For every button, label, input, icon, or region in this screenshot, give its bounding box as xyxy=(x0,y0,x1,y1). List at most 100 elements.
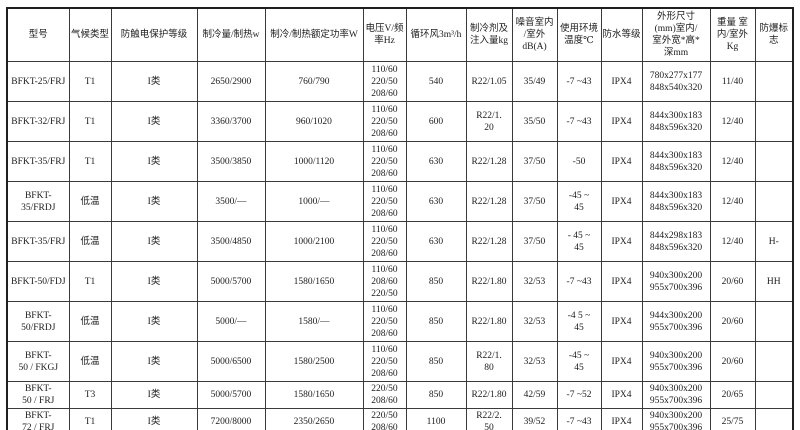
table-cell: 630 xyxy=(405,221,467,262)
table-cell: 110/60 220/50 208/60 xyxy=(362,301,407,342)
table-cell: 1000/2100 xyxy=(264,221,364,262)
table-cell: 2650/2900 xyxy=(196,61,266,102)
table-cell: R22/1.28 xyxy=(465,181,513,222)
header-dimensions: 外形尺寸 (mm)室内/ 室外宽*高* 深mm xyxy=(641,7,711,62)
table-cell: 1100 xyxy=(405,408,467,430)
table-cell: 110/60 208/60 220/50 xyxy=(362,261,407,302)
table-cell xyxy=(754,141,794,182)
table-cell: 1580/— xyxy=(264,301,364,342)
table-cell: T1 xyxy=(68,101,112,142)
spec-table: 型号 气候类型 防触电保护等级 制冷量/制热w 制冷/制热额定功率W 电压V/频… xyxy=(6,7,794,430)
table-row: BFKT- 35/FRDJ 低温 I类 3500/— 1000/— 110/60 220/… xyxy=(6,181,794,222)
header-rated-power: 制冷/制热额定功率W xyxy=(264,7,364,62)
table-cell: HH xyxy=(754,261,794,302)
table-cell: 12/40 xyxy=(709,141,756,182)
table-cell: 5000/5700 xyxy=(196,381,266,409)
table-cell: T1 xyxy=(68,61,112,102)
table-header-row: 型号 气候类型 防触电保护等级 制冷量/制热w 制冷/制热额定功率W 电压V/频… xyxy=(6,7,794,62)
table-cell: 540 xyxy=(405,61,467,102)
header-air-circulation: 循环风3m³/h xyxy=(405,7,467,62)
table-cell: IPX4 xyxy=(600,181,643,222)
table-cell: BFKT- 35/FRDJ xyxy=(6,181,70,222)
table-cell: I类 xyxy=(110,61,198,102)
table-cell xyxy=(754,341,794,382)
table-cell: 39/52 xyxy=(511,408,558,430)
header-noise-level: 噪音室内 /室外 dB(A) xyxy=(511,7,558,62)
table-cell: - 45 ~ 45 xyxy=(556,221,602,262)
table-cell: 630 xyxy=(405,141,467,182)
table-row: BFKT- 50 / FRJ T3 I类 5000/5700 1580/1650 220/… xyxy=(6,381,794,409)
table-cell xyxy=(754,61,794,102)
table-cell: 25/75 xyxy=(709,408,756,430)
table-cell: 20/60 xyxy=(709,341,756,382)
table-cell: 1580/1650 xyxy=(264,261,364,302)
header-cooling-heating-capacity: 制冷量/制热w xyxy=(196,7,266,62)
table-cell: R22/1.05 xyxy=(465,61,513,102)
table-cell xyxy=(754,301,794,342)
table-cell: 32/53 xyxy=(511,341,558,382)
table-cell: T1 xyxy=(68,141,112,182)
table-cell: 低温 xyxy=(68,301,112,342)
table-cell: BFKT- 50 / FRJ xyxy=(6,381,70,409)
table-cell: 3500/4850 xyxy=(196,221,266,262)
table-row: BFKT- 50/FRDJ 低温 I类 5000/— 1580/— 110/60 220/… xyxy=(6,301,794,342)
table-cell: 944x300x200 955x700x396 xyxy=(641,301,711,342)
table-cell: IPX4 xyxy=(600,141,643,182)
table-cell: -50 xyxy=(556,141,602,182)
table-cell: I类 xyxy=(110,301,198,342)
table-cell xyxy=(754,101,794,142)
table-cell: 760/790 xyxy=(264,61,364,102)
table-cell: 2350/2650 xyxy=(264,408,364,430)
table-cell: 850 xyxy=(405,381,467,409)
header-ambient-temperature: 使用环境 温度℃ xyxy=(556,7,602,62)
table-cell: IPX4 xyxy=(600,408,643,430)
table-cell: -7 ~43 xyxy=(556,101,602,142)
table-cell: BFKT-35/FRJ xyxy=(6,141,70,182)
table-cell: 844x300x183 848x596x320 xyxy=(641,181,711,222)
table-row: BFKT-25/FRJ T1 I类 2650/2900 760/790 110/60 22… xyxy=(6,61,794,102)
table-cell: 110/60 220/50 208/60 xyxy=(362,61,407,102)
table-cell: -7 ~43 xyxy=(556,61,602,102)
table-cell: 844x300x183 848x596x320 xyxy=(641,101,711,142)
table-cell: 110/60 220/50 208/60 xyxy=(362,341,407,382)
table-cell: 844x298x183 848x596x320 xyxy=(641,221,711,262)
table-cell: BFKT- 72 / FRJ xyxy=(6,408,70,430)
table-cell: 850 xyxy=(405,261,467,302)
table-cell: -7 ~52 xyxy=(556,381,602,409)
table-cell: IPX4 xyxy=(600,221,643,262)
table-cell: 110/60 220/50 208/60 xyxy=(362,221,407,262)
table-cell: IPX4 xyxy=(600,101,643,142)
table-cell: 1580/1650 xyxy=(264,381,364,409)
table-cell xyxy=(754,181,794,222)
table-cell: 940x300x200 955x700x396 xyxy=(641,261,711,302)
table-cell: 110/60 220/50 208/60 xyxy=(362,141,407,182)
table-cell: BFKT- 50/FRDJ xyxy=(6,301,70,342)
header-refrigerant-charge: 制冷剂及 注入量kg xyxy=(465,7,513,62)
table-row: BFKT-50/FDJ T1 I类 5000/5700 1580/1650 110/60 … xyxy=(6,261,794,302)
table-cell: 110/60 220/50 208/60 xyxy=(362,181,407,222)
table-cell: R22/1.80 xyxy=(465,261,513,302)
table-cell: 850 xyxy=(405,301,467,342)
table-cell: T3 xyxy=(68,381,112,409)
table-cell: 5000/— xyxy=(196,301,266,342)
table-cell: 940x300x200 955x700x396 xyxy=(641,341,711,382)
table-cell: R22/1.80 xyxy=(465,301,513,342)
header-explosion-proof-mark: 防爆标志 xyxy=(754,7,794,62)
table-cell: 630 xyxy=(405,181,467,222)
table-cell: 12/40 xyxy=(709,181,756,222)
table-cell: IPX4 xyxy=(600,261,643,302)
header-waterproof-class: 防水等级 xyxy=(600,7,643,62)
table-cell: 32/53 xyxy=(511,261,558,302)
table-cell: 11/40 xyxy=(709,61,756,102)
table-cell: T1 xyxy=(68,261,112,302)
table-cell: IPX4 xyxy=(600,381,643,409)
table-cell: H- xyxy=(754,221,794,262)
header-climate-type: 气候类型 xyxy=(68,7,112,62)
table-cell: 850 xyxy=(405,341,467,382)
table-cell: 35/49 xyxy=(511,61,558,102)
table-cell xyxy=(754,408,794,430)
table-cell: 1000/1120 xyxy=(264,141,364,182)
header-shock-protection-class: 防触电保护等级 xyxy=(110,7,198,62)
table-cell: I类 xyxy=(110,101,198,142)
table-cell: 600 xyxy=(405,101,467,142)
